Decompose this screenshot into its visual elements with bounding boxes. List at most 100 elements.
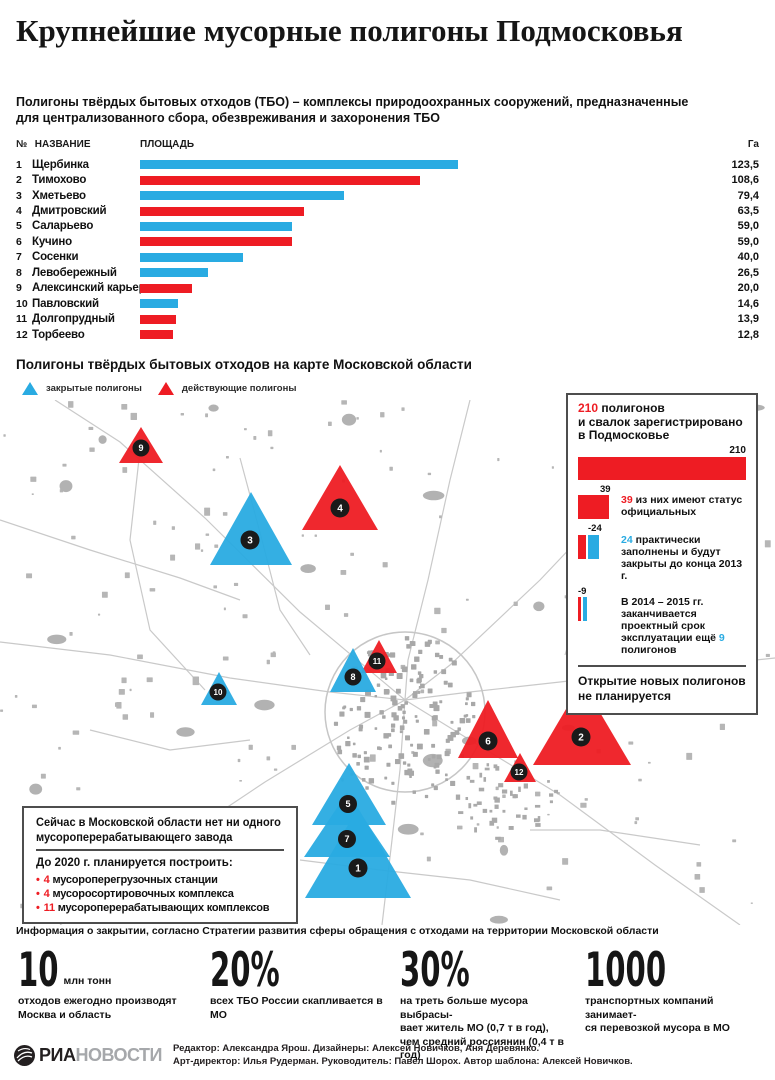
row-number: 9 (16, 282, 22, 295)
legend-item: действующие полигоны (157, 382, 297, 395)
mini-bars (578, 495, 614, 519)
globe-icon (14, 1045, 35, 1066)
mini-bar-row: 24 практически заполнены и будут закрыты… (578, 534, 746, 582)
marker-badge-3 (240, 530, 260, 550)
map-legend: закрытые полигоны действующие полигоны (22, 382, 296, 395)
table-row: 10 Павловский 14,6 (16, 296, 759, 311)
marker-number: 1 (355, 864, 361, 875)
map-footnote: Информация о закрытии, согласно Стратеги… (16, 925, 659, 937)
ria-novosti-logo: РИАНОВОСТИ (14, 1045, 162, 1066)
marker-number: 6 (485, 737, 491, 748)
legend-item: закрытые полигоны (22, 382, 142, 395)
stat-description: на треть больше мусора выбрасы- вает жит… (400, 995, 564, 1061)
marker-number: 5 (345, 799, 350, 809)
area-bar (140, 314, 176, 324)
landfill-name: Алексинский карьер (32, 282, 146, 295)
area-bar (140, 175, 420, 185)
panel-item: -24 24 практически заполнены и будут закр… (578, 524, 746, 582)
mini-bar-row: В 2014 – 2015 гг. заканчивается проектны… (578, 596, 746, 656)
row-number: 6 (16, 235, 22, 248)
table-row: 2 Тимохово 108,6 (16, 172, 759, 187)
bar-track (140, 268, 626, 278)
panel-item: 39 39 из них имеют статус официальных (578, 484, 746, 519)
no-recycling-plants-infobox: Сейчас в Московской области нет ни одног… (22, 806, 298, 924)
landfill-name: Сосенки (32, 251, 79, 264)
bullet-text: мусороперерабатывающих комплексов (57, 902, 270, 914)
area-bar (140, 330, 173, 340)
landfill-name: Левобережный (32, 266, 117, 279)
mini-bar-segment (583, 597, 587, 621)
map-badges-layer: 9 3 4 10 11 8 6 2 12 5 7 1 (132, 439, 591, 878)
page-title: Крупнейшие мусорные полигоны Подмосковья (16, 13, 683, 48)
bullet-count: 4 (43, 874, 53, 886)
brand-novosti: НОВОСТИ (75, 1045, 162, 1065)
infobox-title: Сейчас в Московской области нет ни одног… (36, 815, 281, 844)
mini-bar-label: -9 (578, 585, 587, 597)
mini-bar-segment (588, 534, 599, 559)
bullet-icon: • (36, 902, 40, 914)
marker-number: 11 (373, 657, 382, 666)
mini-bar-segment (578, 495, 609, 519)
stat-value: 10 (18, 943, 59, 998)
total-bar-label: 210 (729, 444, 746, 456)
landfill-name: Щербинка (32, 158, 89, 171)
infobox-bullet: • 11 мусороперерабатывающих комплексов (36, 901, 284, 915)
landfill-name: Торбеево (32, 328, 85, 341)
column-header-name: НАЗВАНИЕ (34, 139, 91, 150)
area-value: 20,0 (737, 282, 759, 295)
map-marker-2 (533, 682, 631, 765)
brand-text: РИАНОВОСТИ (39, 1045, 162, 1066)
stat-value-row: 20% (210, 943, 390, 998)
marker-badge-1 (348, 858, 368, 878)
stat-value: 20% (210, 943, 280, 998)
bullet-icon: • (36, 874, 40, 886)
bar-track (140, 191, 626, 201)
marker-number: 10 (214, 688, 223, 697)
map: 9 3 4 10 11 8 6 2 12 5 7 1 (0, 400, 775, 925)
table-row: 6 Кучино 59,0 (16, 234, 759, 249)
marker-badge-8 (344, 668, 362, 686)
row-number: 5 (16, 220, 22, 233)
marker-number: 2 (578, 733, 584, 744)
marker-number: 8 (350, 672, 355, 682)
panel-items: 39 39 из них имеют статус официальных -24 2… (578, 484, 746, 656)
row-number: 4 (16, 205, 22, 218)
panel-divider (578, 665, 746, 667)
map-marker-4 (302, 465, 378, 530)
table-row: 12 Торбеево 12,8 (16, 327, 759, 342)
credits: Редактор: Александра Ярош. Дизайнеры: Ал… (173, 1043, 633, 1067)
legend-label: действующие полигоны (181, 383, 297, 394)
area-bar (140, 299, 178, 309)
marker-number: 4 (337, 504, 343, 515)
area-bar (140, 206, 304, 216)
map-marker-5 (312, 763, 386, 825)
marker-badge-5 (339, 795, 357, 813)
registered-landfills-panel: 210 полигонов и свалок зарегистрировано в … (566, 393, 758, 715)
landfill-name: Тимохово (32, 174, 87, 187)
stat-description: всех ТБО России скапливается в МО (210, 995, 383, 1021)
active-triangle-icon (157, 382, 174, 395)
marker-number: 9 (138, 443, 143, 453)
bar-track (140, 221, 626, 231)
stat-value-row: 1000 (585, 943, 765, 998)
bar-track (140, 175, 626, 185)
bar-track (140, 314, 626, 324)
table-row: 3 Хметьево 79,4 (16, 188, 759, 203)
legend-label: закрытые полигоны (46, 383, 142, 394)
bullet-icon: • (36, 888, 40, 900)
stat-value: 1000 (585, 943, 667, 998)
row-number: 7 (16, 251, 22, 264)
infobox-subtitle: До 2020 г. планируется построить: (36, 857, 233, 869)
area-value: 108,6 (731, 174, 759, 187)
closed-triangle-icon (22, 382, 38, 395)
map-markers-layer (119, 427, 631, 898)
marker-number: 12 (515, 768, 524, 777)
infobox-divider (36, 849, 284, 851)
area-value: 123,5 (731, 158, 759, 171)
map-marker-3 (210, 492, 292, 565)
marker-badge-7 (338, 830, 356, 848)
area-bar (140, 160, 458, 170)
stat-block: 30% на треть больше мусора выбрасы- вает … (400, 947, 582, 1063)
area-value: 79,4 (737, 189, 759, 202)
infobox-bullet: • 4 мусороперегрузочных станции (36, 873, 284, 887)
